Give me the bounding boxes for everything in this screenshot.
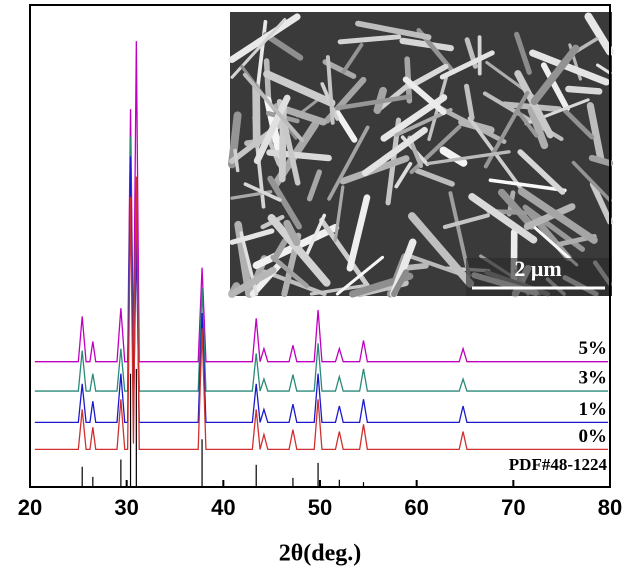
x-tick-label: 20	[18, 495, 42, 520]
x-tick-label: 80	[598, 495, 622, 520]
series-label: 5%	[579, 338, 608, 359]
rod	[256, 87, 257, 144]
x-tick-label: 70	[501, 495, 525, 520]
sem-inset: 2 μm	[230, 12, 612, 296]
x-tick-label: 30	[114, 495, 138, 520]
series-label: 1%	[579, 399, 608, 420]
rod	[267, 61, 269, 99]
rod	[568, 89, 599, 91]
scale-bar-label: 2 μm	[514, 256, 561, 281]
chart: 2 μm 2θ(deg.) 20 30 40 50 60 70 80 5% 3% 1% 0% PDF#…	[0, 0, 637, 573]
x-tick-label: 60	[404, 495, 428, 520]
series-label: 0%	[579, 426, 608, 447]
rod	[406, 266, 426, 268]
x-axis-label: 2θ(deg.)	[279, 541, 362, 567]
x-tick-label: 50	[308, 495, 332, 520]
reference-label: PDF#48-1224	[509, 455, 608, 474]
x-tick-label: 40	[211, 495, 235, 520]
series-label: 3%	[579, 367, 608, 388]
